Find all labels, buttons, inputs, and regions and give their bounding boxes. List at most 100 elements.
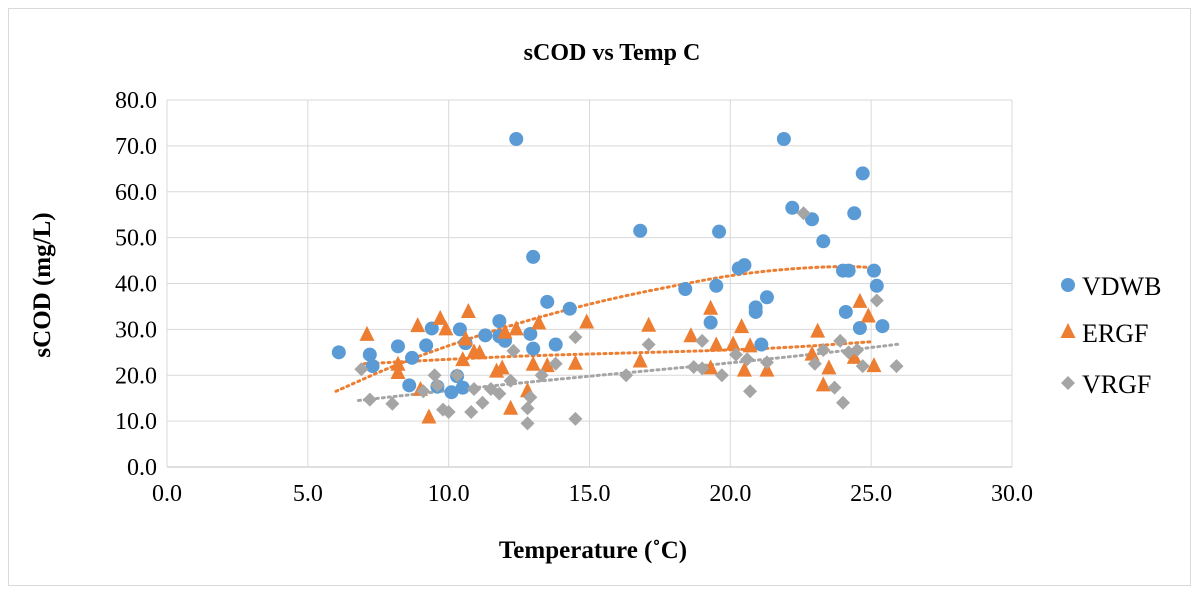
vrgf-point bbox=[759, 355, 774, 370]
chart-title: sCOD vs Temp C bbox=[524, 40, 701, 66]
vdwb-point bbox=[419, 338, 434, 353]
vrgf-point bbox=[475, 395, 490, 410]
vdwb-point bbox=[712, 224, 727, 239]
vdwb-point bbox=[866, 263, 881, 278]
vdwb-point bbox=[455, 380, 470, 395]
x-tick-label: 0.0 bbox=[152, 481, 182, 507]
series-vdwb bbox=[331, 131, 890, 400]
legend-label-vdwb: VDWB bbox=[1082, 272, 1161, 301]
ergf-point bbox=[472, 344, 488, 360]
x-tick-label: 10.0 bbox=[428, 481, 470, 507]
vdwb-point bbox=[703, 315, 718, 330]
vdwb-point bbox=[875, 319, 890, 334]
vdwb-point bbox=[402, 378, 417, 393]
vdwb-point bbox=[852, 320, 867, 335]
ergf-point bbox=[866, 357, 882, 373]
legend-marker-ergf bbox=[1060, 323, 1076, 338]
vrgf-point bbox=[728, 347, 743, 362]
vrgf-point bbox=[869, 293, 884, 308]
vdwb-point bbox=[523, 326, 538, 341]
vrgf-point bbox=[362, 392, 377, 407]
vdwb-point bbox=[709, 278, 724, 293]
chart-frame bbox=[8, 8, 1191, 586]
y-tick-label: 60.0 bbox=[115, 180, 157, 206]
ergf-point bbox=[390, 363, 406, 379]
ergf-point bbox=[508, 320, 524, 336]
vrgf-point bbox=[833, 333, 848, 348]
vdwb-point bbox=[562, 301, 577, 316]
vdwb-point bbox=[526, 341, 541, 356]
ergf-point bbox=[458, 330, 474, 346]
vrgf-point bbox=[441, 404, 456, 419]
ergf-point bbox=[460, 302, 476, 318]
vdwb-point bbox=[748, 304, 763, 319]
legend-label-vrgf: VRGF bbox=[1082, 370, 1151, 399]
x-tick-label: 20.0 bbox=[709, 481, 751, 507]
vrgf-point bbox=[686, 359, 701, 374]
vrgf-point bbox=[503, 373, 518, 388]
vdwb-point bbox=[331, 345, 346, 360]
vrgf-point bbox=[807, 356, 822, 371]
vrgf-point bbox=[641, 337, 656, 352]
vdwb-point bbox=[362, 347, 377, 362]
vrgf-point bbox=[743, 384, 758, 399]
ergf-point bbox=[804, 345, 820, 361]
ergf-point bbox=[815, 376, 831, 392]
vdwb-point bbox=[492, 314, 507, 329]
vrgf-point bbox=[816, 343, 831, 358]
vdwb-point bbox=[805, 212, 820, 227]
series-vrgf bbox=[354, 206, 904, 431]
vdwb-point bbox=[754, 337, 769, 352]
x-tick-label: 15.0 bbox=[569, 481, 611, 507]
vdwb-point bbox=[869, 278, 884, 293]
vdwb-point bbox=[452, 322, 467, 337]
ergf-point bbox=[525, 355, 541, 371]
vrgf-point bbox=[619, 368, 634, 383]
y-tick-label: 80.0 bbox=[115, 88, 157, 114]
series-ergf bbox=[359, 292, 882, 424]
y-tick-label: 0.0 bbox=[127, 455, 157, 481]
ergf-point bbox=[641, 316, 657, 332]
ergf-point bbox=[742, 337, 758, 353]
ergf-point bbox=[852, 292, 868, 308]
ergf-point bbox=[421, 408, 437, 424]
y-tick-label: 50.0 bbox=[115, 226, 157, 252]
vrgf-point bbox=[836, 395, 850, 410]
vdwb-point bbox=[785, 200, 800, 215]
vrgf-point bbox=[385, 396, 400, 411]
ergf-point bbox=[410, 317, 426, 333]
vrgf-point bbox=[714, 368, 729, 383]
ergf-point bbox=[810, 322, 826, 338]
vdwb-point bbox=[847, 206, 862, 221]
vdwb-point bbox=[841, 263, 856, 278]
ergf-point bbox=[725, 335, 741, 351]
ergf-point bbox=[455, 351, 471, 367]
vdwb-point bbox=[444, 385, 459, 400]
x-tick-label: 25.0 bbox=[850, 481, 892, 507]
vdwb-point bbox=[855, 166, 870, 181]
y-tick-label: 40.0 bbox=[115, 272, 157, 298]
ergf-point bbox=[390, 355, 406, 371]
vdwb-point bbox=[390, 339, 405, 354]
y-tick-label: 70.0 bbox=[115, 134, 157, 160]
vrgf-point bbox=[467, 382, 482, 397]
legend-marker-vdwb bbox=[1061, 278, 1075, 292]
y-tick-label: 20.0 bbox=[115, 363, 157, 389]
ergf-point bbox=[734, 318, 750, 334]
vrgf-point bbox=[855, 359, 870, 374]
legend-marker-vrgf bbox=[1061, 376, 1075, 390]
ergf-point bbox=[503, 399, 519, 415]
ergf-point bbox=[579, 313, 595, 329]
ergf-point bbox=[432, 309, 448, 325]
vrgf-point bbox=[464, 404, 479, 419]
vdwb-point bbox=[548, 337, 563, 352]
vrgf-point bbox=[796, 206, 811, 221]
vrgf-point bbox=[568, 411, 583, 426]
vdwb-point bbox=[424, 321, 439, 336]
ergf-point bbox=[860, 307, 876, 323]
vdwb-point bbox=[816, 234, 831, 249]
legend: VDWB ERGF VRGF bbox=[1060, 272, 1161, 399]
tick-labels: 0.0 10.0 20.0 30.0 40.0 50.0 60.0 70.0 80.0 0.0 5.… bbox=[115, 88, 1033, 507]
vdwb-point bbox=[405, 350, 420, 365]
